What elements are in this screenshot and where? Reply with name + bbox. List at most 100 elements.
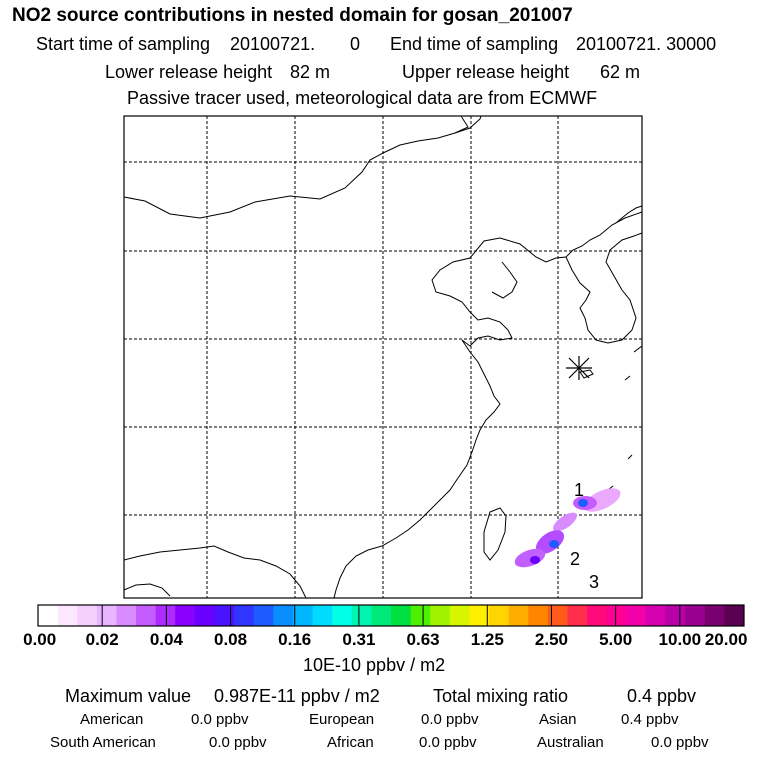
korea-coast: [616, 205, 643, 223]
colorbar-cell: [214, 605, 235, 626]
colorbar-tick-label: 5.00: [599, 630, 633, 649]
colorbar-tick-label: 0.16: [278, 630, 312, 649]
taiwan-island: [483, 507, 507, 561]
start-time-label: Start time of sampling: [36, 34, 211, 54]
region-name: European: [309, 711, 375, 728]
korea-coast: [565, 232, 643, 344]
receptor-asterisk-icon: [566, 356, 592, 380]
jeju-island: [579, 369, 594, 379]
colorbar-cell: [351, 605, 372, 626]
region-value: 0.0 ppbv: [651, 734, 709, 751]
coastlines-and-borders: [123, 115, 643, 599]
colorbar-tick-label: 0.04: [149, 630, 183, 649]
colorbar-cell: [547, 605, 568, 626]
source-label-1: 1: [574, 480, 584, 500]
colorbar-unit: 10E-10 ppbv / m2: [303, 655, 446, 675]
end-time-value: 20100721. 30000: [576, 34, 717, 54]
region-value: 0.4 ppbv: [621, 711, 679, 728]
region-name: African: [327, 734, 374, 751]
region-name: South American: [50, 734, 156, 751]
colorbar-frame: [37, 604, 745, 627]
japan-coast: [633, 345, 643, 353]
colorbar-cell: [410, 605, 431, 626]
colorbar-cell: [292, 605, 314, 626]
source-label-3: 3: [589, 572, 599, 592]
east-china-coast: [367, 339, 501, 551]
colorbar-tick-label: 1.25: [470, 630, 504, 649]
colorbar-cell: [116, 605, 137, 626]
colorbar-cell: [567, 605, 588, 626]
lower-release-label: Lower release height: [105, 62, 273, 82]
concentration-plume: [514, 488, 621, 568]
colorbar-tick-label: 0.00: [23, 630, 57, 649]
max-value-label: Maximum value: [65, 686, 192, 706]
region-value: 0.0 ppbv: [209, 734, 267, 751]
southern-border: [123, 545, 307, 599]
northeast-border: [431, 211, 643, 297]
lower-release-value: 82 m: [290, 62, 331, 82]
colorbar-tick-label: 2.50: [534, 630, 568, 649]
colorbar-cell: [371, 605, 392, 626]
colorbar-cell: [430, 605, 451, 626]
colorbar-cell: [449, 605, 470, 626]
max-value: 0.987E-11 ppbv / m2: [214, 686, 380, 706]
ryukyu-island: [627, 454, 633, 460]
colorbar-cell: [665, 605, 686, 626]
region-name: American: [80, 711, 144, 728]
region-name: Asian: [539, 711, 577, 728]
colorbar-cell: [155, 605, 176, 626]
end-time-label: End time of sampling: [390, 34, 559, 54]
colorbar-cell: [391, 605, 412, 626]
colorbar-cell: [96, 605, 117, 626]
plume-core: [578, 499, 588, 507]
colorbar-cell: [685, 605, 706, 626]
colorbar-cell: [528, 605, 549, 626]
total-mixing-value: 0.4 ppbv: [627, 686, 697, 706]
plume-core: [530, 556, 540, 564]
colorbar-tick-label: 20.00: [704, 630, 748, 649]
shandong-coast: [449, 295, 513, 347]
colorbar-cell: [626, 605, 647, 626]
colorbar-cell: [587, 605, 608, 626]
colorbar-cell: [724, 605, 745, 626]
colorbar-cell: [704, 605, 725, 626]
colorbar-cell: [312, 605, 333, 626]
upper-release-value: 62 m: [600, 62, 641, 82]
plume-blob: [553, 512, 577, 532]
total-mixing-label: Total mixing ratio: [433, 686, 569, 706]
colorbar-cell: [136, 605, 157, 626]
bohai-coast: [491, 261, 518, 299]
start-time-value: 20100721.: [230, 34, 316, 54]
colorbar-cell: [175, 605, 196, 626]
start-time-hour: 0: [350, 34, 361, 54]
colorbar-cell: [469, 605, 490, 626]
page-title: NO2 source contributions in nested domai…: [12, 5, 573, 26]
colorbar-cell: [332, 605, 353, 626]
colorbar: [37, 604, 745, 627]
colorbar-cell: [489, 605, 510, 626]
colorbar-cell: [273, 605, 294, 626]
region-value: 0.0 ppbv: [419, 734, 477, 751]
colorbar-cell: [194, 605, 215, 626]
colorbar-cell: [234, 605, 255, 626]
northern-border: [454, 115, 482, 134]
region-value: 0.0 ppbv: [191, 711, 249, 728]
northern-border: [123, 115, 469, 219]
plume-core: [549, 540, 559, 548]
southwest-border: [123, 583, 171, 597]
colorbar-cell: [57, 605, 78, 626]
upper-release-label: Upper release height: [402, 62, 570, 82]
colorbar-tick-label: 10.00: [658, 630, 702, 649]
japan-coast: [624, 375, 631, 381]
colorbar-tick-label: 0.63: [406, 630, 440, 649]
colorbar-cell: [77, 605, 98, 626]
colorbar-tick-label: 0.02: [85, 630, 119, 649]
region-value: 0.0 ppbv: [421, 711, 479, 728]
region-name: Australian: [537, 734, 604, 751]
colorbar-cell: [253, 605, 274, 626]
colorbar-cell: [38, 605, 59, 626]
colorbar-cell: [645, 605, 667, 626]
source-label-2: 2: [570, 549, 580, 569]
south-coast: [333, 549, 369, 599]
